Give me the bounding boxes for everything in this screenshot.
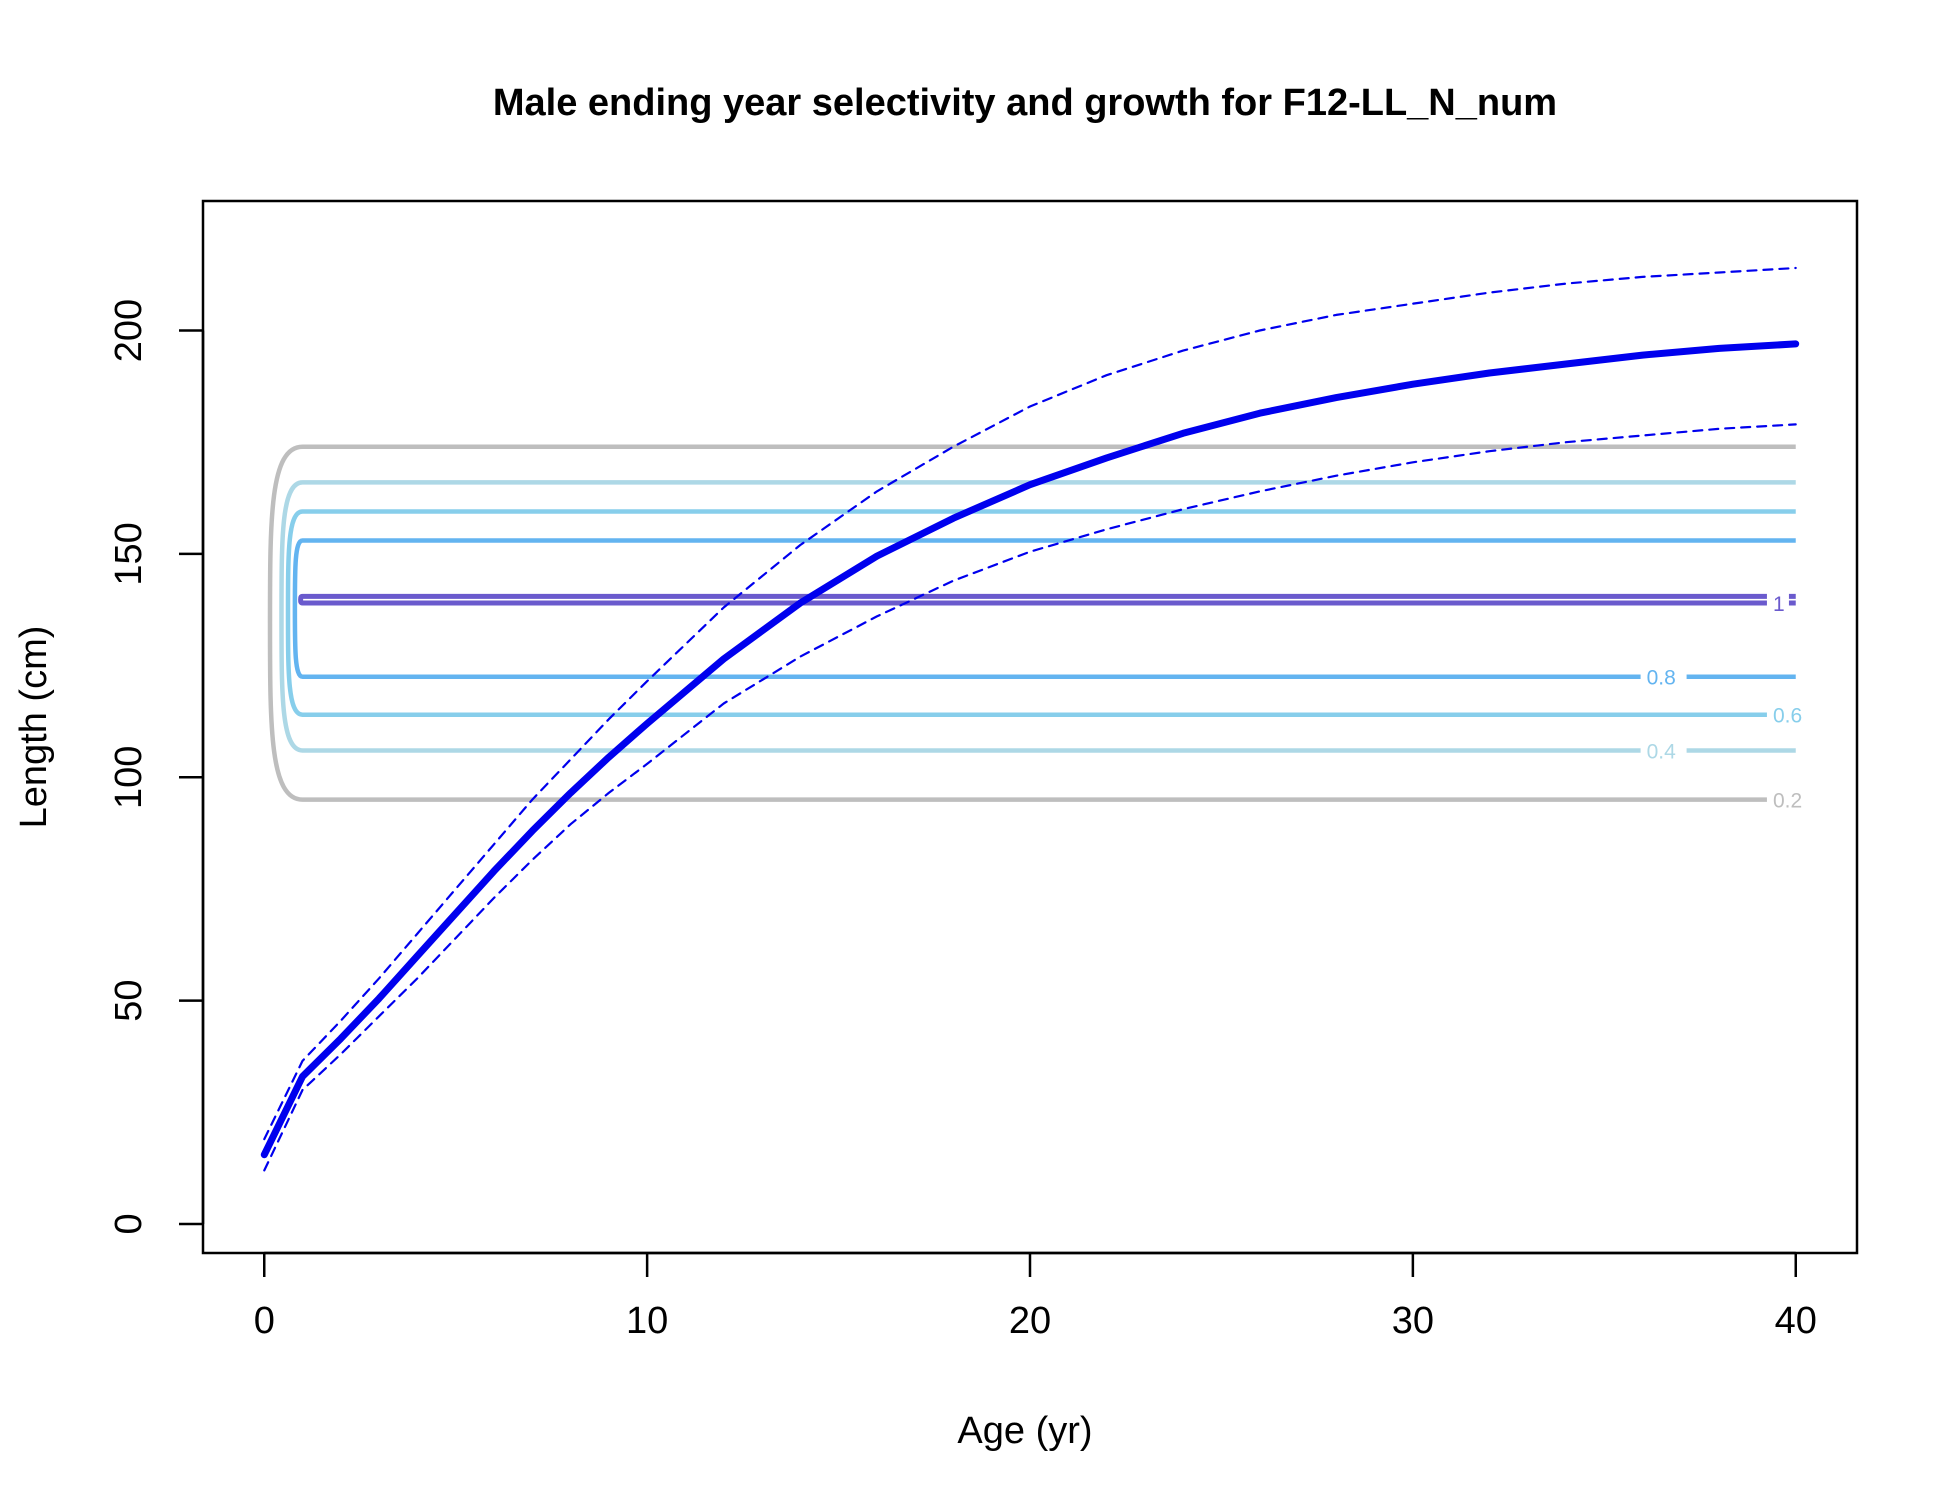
contour-label-gap-0-6: [1766, 702, 1813, 727]
contour-line-0-4: [279, 480, 1796, 753]
contour-label-0-2: 0.2: [1773, 790, 1802, 813]
growth-line-lower: [263, 423, 1797, 1172]
x-tick-label: 20: [1009, 1300, 1051, 1342]
contour-label-gap-1: [1766, 591, 1789, 616]
y-axis-label: Length (cm): [13, 626, 55, 829]
x-axis: 0 10 20 30 40: [254, 1251, 1817, 1342]
contour-line-1: [298, 593, 1796, 606]
contour-label-gap-0-8: [1640, 664, 1687, 689]
contour-label-0-8: 0.8: [1647, 667, 1676, 690]
x-tick-label: 30: [1392, 1300, 1434, 1342]
x-tick-label: 10: [626, 1300, 668, 1342]
y-tick-label: 200: [108, 299, 150, 362]
growth-line-mean: [260, 340, 1800, 1159]
y-tick-label: 150: [108, 522, 150, 585]
contour-line-0-2: [267, 444, 1796, 802]
y-tick-label: 100: [108, 746, 150, 809]
y-axis: 0 50 100 150 200: [108, 299, 205, 1235]
x-axis-label: Age (yr): [957, 1410, 1092, 1452]
contour-label-0-4: 0.4: [1647, 740, 1677, 763]
growth-line-upper: [263, 266, 1797, 1141]
selectivity-contours: 0.2 0.4 0.6 0.8 1: [267, 444, 1813, 813]
x-tick-label: 0: [254, 1300, 275, 1342]
x-tick-label: 40: [1775, 1300, 1817, 1342]
y-tick-label: 50: [108, 979, 150, 1021]
y-tick-label: 0: [108, 1213, 150, 1234]
contour-label-0-6: 0.6: [1773, 705, 1802, 728]
growth-curves: [260, 266, 1800, 1172]
contour-line-0-8: [292, 538, 1796, 679]
contour-label-gap-0-2: [1766, 787, 1813, 812]
contour-label-gap-0-4: [1640, 738, 1687, 763]
contour-line-0-6: [285, 509, 1796, 717]
chart-title: Male ending year selectivity and growth …: [493, 82, 1557, 124]
contour-label-1: 1: [1773, 593, 1785, 616]
